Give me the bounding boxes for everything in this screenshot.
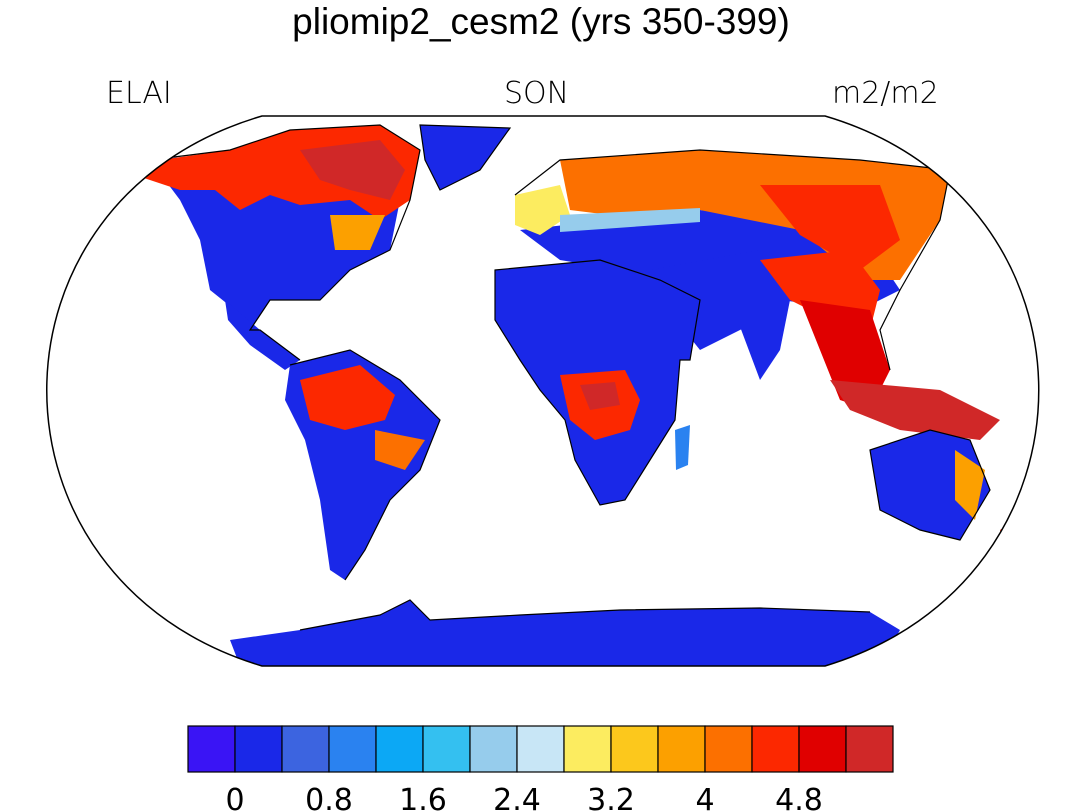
arabia <box>650 250 760 350</box>
globe-outline <box>46 115 1040 667</box>
north-america-boreal-core <box>300 140 405 200</box>
colorbar-boxes <box>187 725 894 773</box>
europe-transition <box>560 208 700 232</box>
colorbar-tick-label: 2.4 <box>493 783 541 812</box>
amazon <box>300 365 395 430</box>
europe-west <box>515 185 570 235</box>
antarctica <box>230 600 900 666</box>
colorbar-box <box>657 725 706 773</box>
colorbar-box <box>328 725 377 773</box>
colorbar-box <box>845 725 894 773</box>
africa-north <box>495 260 700 360</box>
colorbar-box <box>704 725 753 773</box>
plot-title: pliomip2_cesm2 (yrs 350-399) <box>292 1 790 42</box>
congo-core <box>580 382 620 410</box>
australia-east <box>955 450 985 520</box>
colorbar-box <box>422 725 471 773</box>
siberia-core <box>760 185 900 270</box>
colorbar-box <box>187 725 236 773</box>
greenland <box>420 125 510 190</box>
colorbar-box <box>610 725 659 773</box>
madagascar <box>675 425 690 470</box>
colorbar-box <box>375 725 424 773</box>
colorbar-box <box>798 725 847 773</box>
colorbar-tick-label: 1.6 <box>399 783 447 812</box>
season-label: SON <box>504 76 570 111</box>
world-map <box>46 115 1040 667</box>
colorbar-tick-label: 4 <box>695 783 714 812</box>
indonesia <box>830 380 1000 440</box>
colorbar-tick-label: 0 <box>225 783 244 812</box>
colorbar-box <box>563 725 612 773</box>
north-america-east <box>330 215 385 250</box>
colorbar-tick-label: 0.8 <box>305 783 353 812</box>
brazil-east <box>375 430 425 470</box>
colorbar-tick-label: 3.2 <box>587 783 635 812</box>
coastlines <box>149 124 991 631</box>
colorbar-box <box>751 725 800 773</box>
colorbar-box <box>516 725 565 773</box>
central-america <box>225 300 300 370</box>
colorbar-box <box>234 725 283 773</box>
southeast-asia <box>800 300 890 410</box>
units-label: m2/m2 <box>832 76 939 111</box>
colorbar-tick-label: 4.8 <box>775 783 823 812</box>
colorbar-tick-labels: 0 0.8 1.6 2.4 3.2 4 4.8 <box>225 783 822 812</box>
colorbar-box <box>469 725 518 773</box>
colorbar-box <box>281 725 330 773</box>
variable-label: ELAI <box>106 76 172 111</box>
